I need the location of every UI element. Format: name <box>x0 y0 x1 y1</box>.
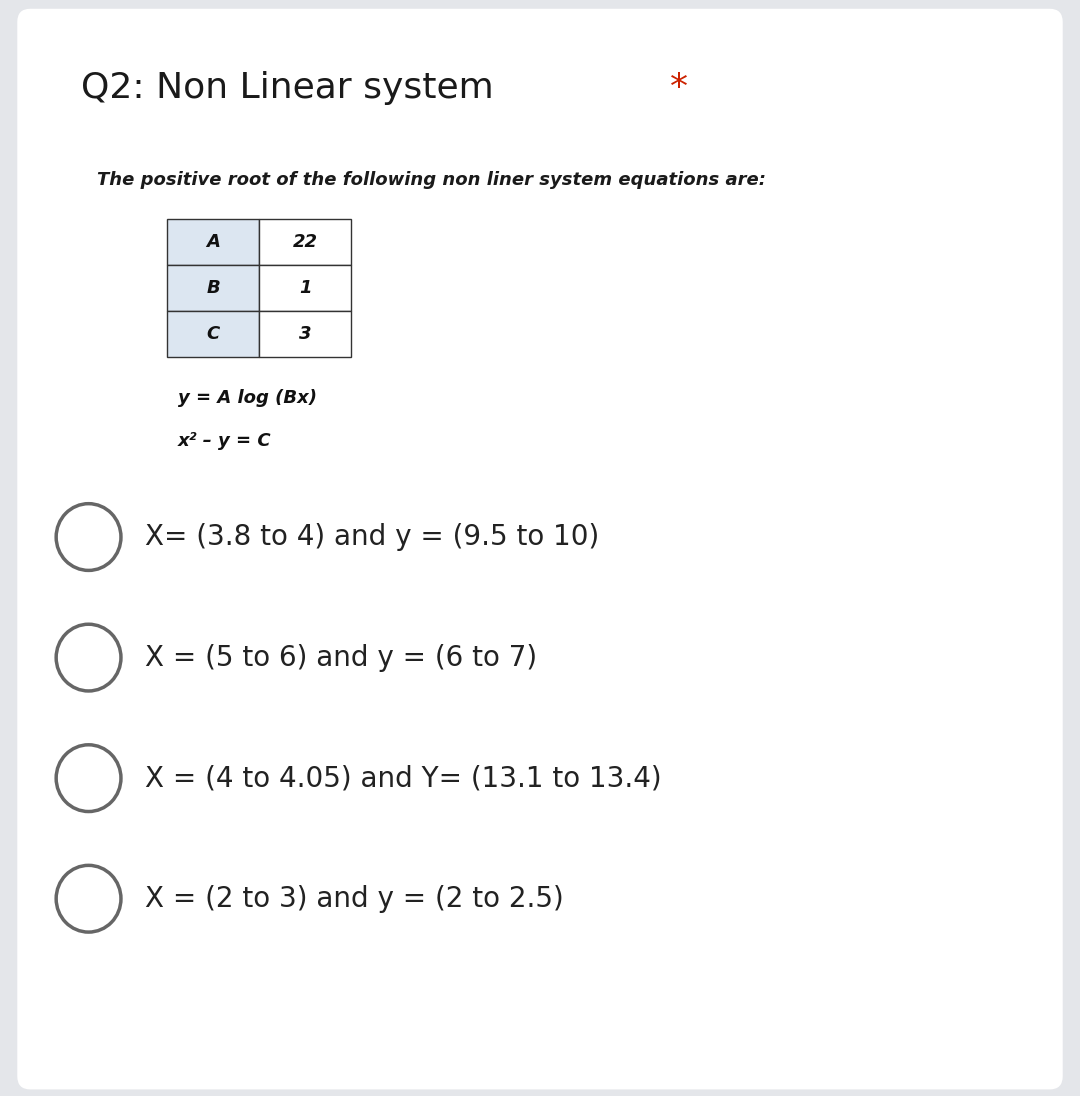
Text: B: B <box>206 279 220 297</box>
Ellipse shape <box>56 504 121 570</box>
Text: x² – y = C: x² – y = C <box>178 432 272 449</box>
Text: 3: 3 <box>299 326 311 343</box>
Ellipse shape <box>56 866 121 932</box>
Text: The positive root of the following non liner system equations are:: The positive root of the following non l… <box>97 171 766 189</box>
Text: A: A <box>206 233 220 251</box>
Text: y = A log (Bx): y = A log (Bx) <box>178 389 318 407</box>
Bar <box>259 265 351 311</box>
Text: X = (4 to 4.05) and Y= (13.1 to 13.4): X = (4 to 4.05) and Y= (13.1 to 13.4) <box>145 764 661 792</box>
Bar <box>167 311 259 357</box>
FancyBboxPatch shape <box>17 9 1063 1089</box>
Text: X= (3.8 to 4) and y = (9.5 to 10): X= (3.8 to 4) and y = (9.5 to 10) <box>145 523 599 551</box>
Text: *: * <box>670 70 688 105</box>
Ellipse shape <box>56 745 121 811</box>
Bar <box>167 219 259 265</box>
Bar <box>259 219 351 265</box>
Text: X = (2 to 3) and y = (2 to 2.5): X = (2 to 3) and y = (2 to 2.5) <box>145 884 564 913</box>
Text: 22: 22 <box>293 233 318 251</box>
Text: C: C <box>206 326 220 343</box>
Text: Q2: Non Linear system: Q2: Non Linear system <box>81 70 505 105</box>
Text: 1: 1 <box>299 279 311 297</box>
Bar <box>167 265 259 311</box>
Ellipse shape <box>56 625 121 690</box>
Text: X = (5 to 6) and y = (6 to 7): X = (5 to 6) and y = (6 to 7) <box>145 643 537 672</box>
Bar <box>259 311 351 357</box>
